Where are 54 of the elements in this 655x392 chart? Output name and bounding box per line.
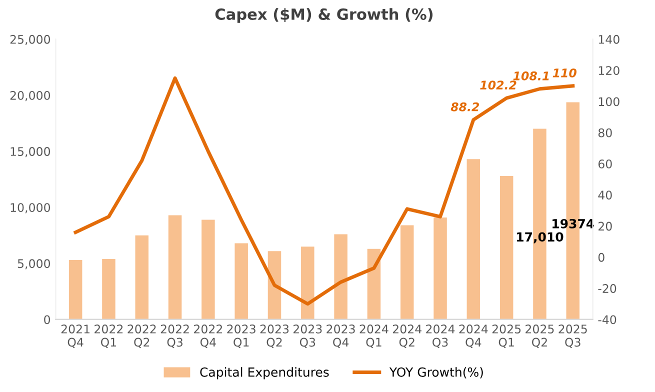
bar: [466, 159, 480, 320]
y2-tick-label: 100: [598, 97, 620, 106]
y-tick-label: 25,000: [10, 34, 50, 46]
x-tick-label: 2021 Q4: [61, 324, 90, 348]
y2-tick-label: -20: [598, 284, 616, 293]
bar: [301, 246, 314, 320]
y-tick-label: 10,000: [10, 203, 50, 214]
bar: [400, 225, 414, 320]
x-tick-label: 2024 Q4: [459, 324, 488, 348]
data-label: 110: [552, 68, 576, 78]
y-tick-label: 5,000: [18, 259, 50, 270]
x-tick-label: 2022 Q1: [94, 324, 123, 348]
bar: [434, 217, 447, 320]
bar: [334, 234, 348, 320]
y-tick-label: 15,000: [10, 147, 50, 158]
x-tick-label: 2024 Q2: [392, 324, 422, 348]
x-tick-label: 2025 Q1: [492, 324, 521, 348]
y2-tick-label: -40: [598, 315, 616, 324]
data-label: 88.2: [450, 102, 480, 112]
y-tick-label: 0: [44, 315, 50, 324]
x-tick-label: 2025 Q3: [558, 324, 587, 348]
data-label: 19374: [552, 218, 594, 228]
y2-tick-label: 80: [598, 128, 612, 138]
chart-title: Capex ($M) & Growth (%): [215, 8, 433, 23]
bar: [367, 248, 381, 320]
y2-tick-label: 40: [598, 190, 612, 200]
x-tick-label: 2023 Q1: [227, 324, 256, 348]
y2-tick-label: 140: [598, 34, 620, 44]
y2-tick-label: 120: [598, 66, 620, 75]
data-label: 102.2: [480, 80, 516, 90]
y2-tick-label: 20: [598, 222, 612, 231]
bar: [102, 258, 116, 320]
x-tick-label: 2023 Q2: [260, 324, 289, 348]
bar: [168, 215, 182, 320]
x-tick-label: 2024 Q1: [360, 324, 388, 348]
bar: [68, 260, 82, 320]
data-label: 108.1: [513, 71, 549, 80]
legend-label: Capital Expenditures: [200, 367, 329, 380]
bar: [234, 243, 248, 320]
legend-label: YOY Growth(%): [389, 367, 483, 378]
y-tick-label: 20,000: [10, 90, 50, 102]
x-tick-label: 2022 Q4: [194, 324, 222, 348]
y2-tick-label: 0: [598, 252, 604, 262]
bar: [202, 220, 215, 320]
bar: [500, 176, 514, 320]
x-tick-label: 2024 Q3: [426, 324, 455, 348]
x-tick-label: 2022 Q3: [160, 324, 189, 348]
x-tick-label: 2022 Q2: [128, 324, 156, 348]
x-tick-label: 2025 Q2: [526, 324, 554, 348]
y2-tick-label: 60: [598, 159, 612, 168]
bar: [135, 235, 149, 320]
x-tick-label: 2023 Q4: [326, 324, 355, 348]
x-tick-label: 2023 Q3: [293, 324, 322, 348]
data-label: 17,010: [517, 232, 564, 244]
